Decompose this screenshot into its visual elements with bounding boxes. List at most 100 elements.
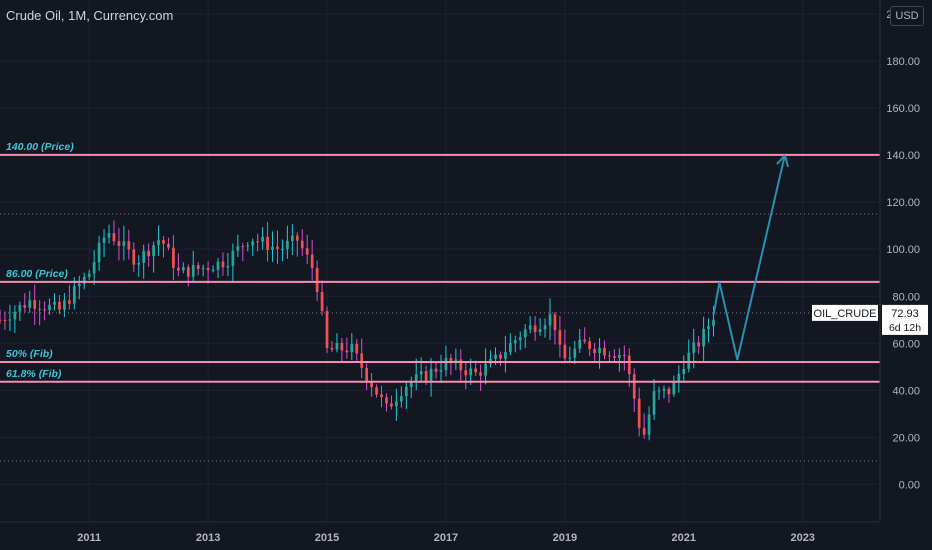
candle-body [380, 394, 383, 398]
symbol-tag-text: OIL_CRUDE [814, 308, 877, 320]
candle-body [692, 342, 696, 353]
candle-body [340, 342, 344, 351]
projection-arrowhead [776, 154, 786, 165]
time-tick-label[interactable]: 2021 [672, 532, 696, 544]
candle-body [8, 319, 12, 321]
candle-body [82, 276, 86, 284]
time-tick-label[interactable]: 2015 [315, 532, 339, 544]
candle-body [251, 241, 255, 246]
candle-body [642, 427, 646, 435]
candle-body [97, 242, 101, 263]
candle-body [479, 372, 482, 376]
candle-body [652, 391, 656, 415]
candle-body [573, 348, 577, 358]
candle-body [276, 246, 279, 250]
candle-body [345, 350, 349, 353]
candle-body [63, 300, 66, 310]
candle-body [48, 304, 51, 311]
candle-body [563, 344, 567, 359]
price-axis[interactable]: 0.00 20.00 40.00 60.00 80.00 100.00 120.00 140.… [879, 0, 932, 522]
price-tick-label: 180.00 [886, 56, 920, 68]
candle-body [494, 354, 497, 359]
currency-button[interactable]: USD [890, 6, 924, 26]
current-price-text: 72.93 [891, 308, 919, 320]
grid-lines [0, 0, 880, 522]
candle-body [266, 236, 269, 250]
candle-body [429, 368, 433, 381]
candle-body [697, 342, 701, 347]
candle-body [588, 341, 592, 349]
candle-body [241, 246, 245, 248]
candle-body [414, 374, 418, 383]
candle-body [399, 396, 403, 402]
time-tick-label[interactable]: 2023 [790, 532, 814, 544]
candle-body [305, 248, 309, 255]
symbol-tag [812, 304, 878, 321]
candle-body [77, 283, 81, 287]
level-annotation: 61.8% (Fib) [6, 368, 62, 380]
time-tick-label[interactable]: 2017 [434, 532, 458, 544]
candle-body [256, 241, 260, 243]
candle-body [137, 263, 141, 265]
candle-body [152, 245, 155, 257]
candle-body [117, 241, 121, 246]
candle-body [449, 358, 453, 363]
candle-body [315, 268, 319, 293]
candle-body [226, 265, 230, 268]
candle-body [43, 309, 46, 311]
price-tick-label: 120.00 [886, 197, 920, 209]
candle-body [558, 330, 562, 345]
candle-body [142, 250, 146, 264]
candle-body [216, 261, 220, 270]
candle-body [53, 301, 56, 305]
candle-body [707, 326, 710, 329]
candle-body [246, 245, 250, 247]
candle-body [637, 398, 641, 428]
candle-body [385, 397, 388, 404]
price-tick-label: 140.00 [886, 150, 920, 162]
candle-body [261, 236, 264, 242]
candle-body [662, 388, 666, 391]
candle-body [667, 388, 671, 395]
candle-body [395, 401, 398, 407]
candle-body [603, 347, 606, 356]
level-annotation: 86.00 (Price) [6, 268, 68, 280]
time-tick-label[interactable]: 2013 [196, 532, 220, 544]
candle-body [499, 354, 502, 359]
candle-body [598, 347, 601, 354]
price-axis-background [880, 0, 932, 522]
candle-body [102, 237, 106, 243]
projection-path[interactable] [712, 154, 790, 360]
candle-body [127, 241, 131, 250]
candle-body [107, 233, 111, 238]
candle-body [122, 241, 126, 246]
projection-line[interactable] [712, 154, 786, 360]
countdown-text: 6d 12h [889, 322, 921, 334]
candle-body [157, 240, 160, 246]
candle-body [28, 300, 32, 308]
candle-body [186, 267, 190, 277]
candle-body [325, 311, 329, 348]
time-tick-label[interactable]: 2011 [77, 532, 101, 544]
candle-body [196, 265, 200, 269]
candle-body [68, 300, 71, 304]
candle-body [177, 267, 180, 271]
candle-body [657, 390, 661, 392]
candle-body [518, 337, 522, 341]
time-tick-label[interactable]: 2019 [553, 532, 577, 544]
candle-body [320, 292, 324, 312]
candle-body [147, 250, 151, 257]
time-axis[interactable]: 2011 2013 2015 2017 2019 2021 2023 [0, 521, 880, 544]
candle-body [434, 368, 438, 372]
candle-body [677, 373, 681, 383]
current-price-marker: OIL_CRUDE 72.93 6d 12h [812, 304, 928, 335]
candle-body [112, 233, 116, 242]
price-tick-label: 160.00 [886, 103, 920, 115]
candle-body [504, 352, 507, 359]
candle-body [513, 340, 517, 344]
level-annotation: 140.00 (Price) [6, 141, 74, 153]
candle-body [484, 363, 487, 376]
candle-body [618, 354, 621, 358]
